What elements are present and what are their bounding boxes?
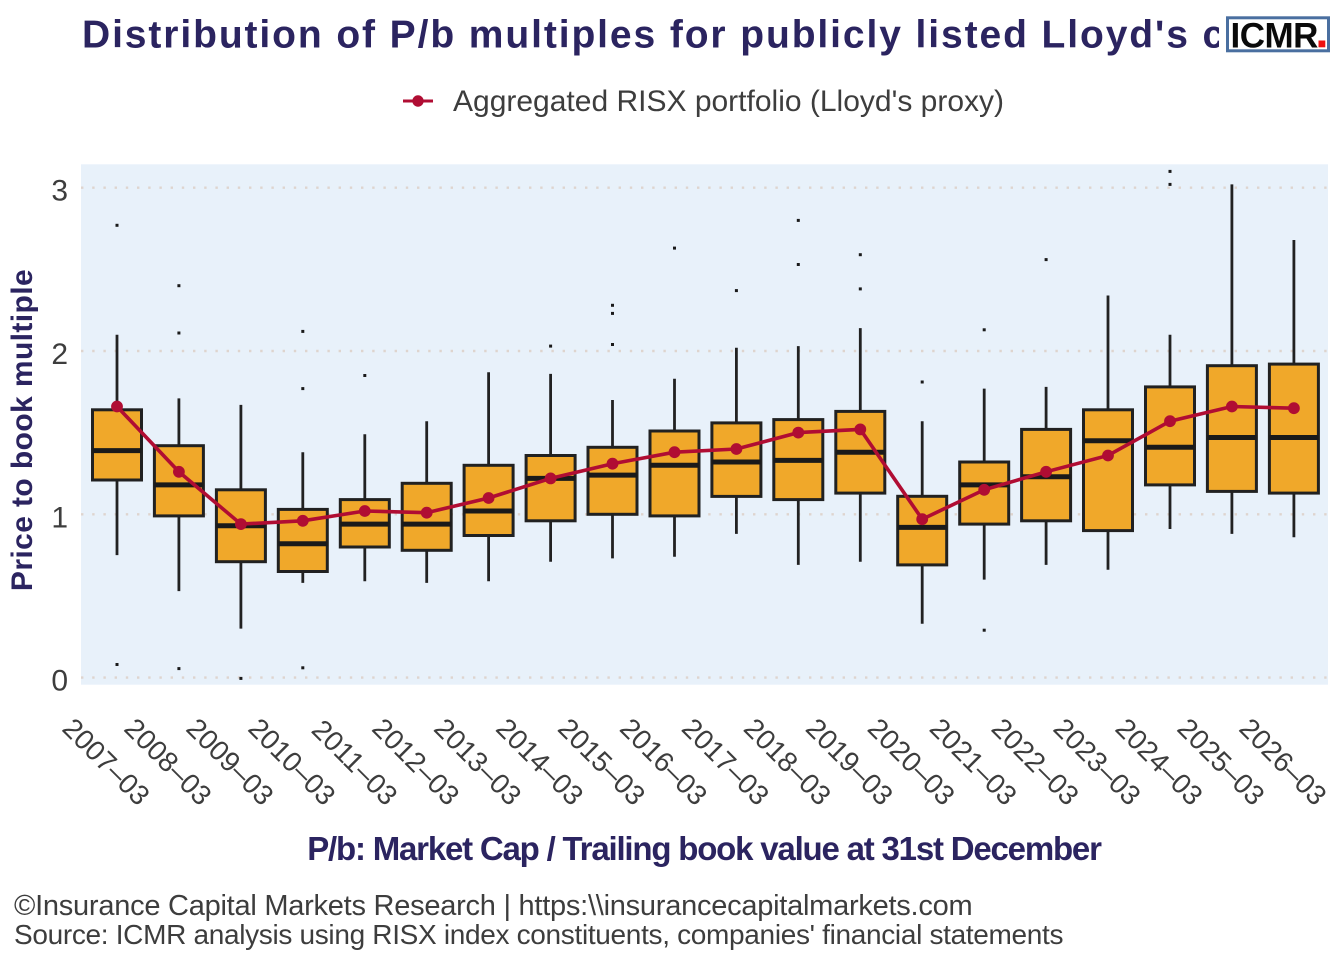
svg-text:3: 3 xyxy=(51,175,68,208)
svg-text:Source: ICMR analysis using RI: Source: ICMR analysis using RISX index c… xyxy=(14,919,1063,950)
svg-text:1: 1 xyxy=(51,501,68,534)
svg-text:P/b: Market Cap / Trailing boo: P/b: Market Cap / Trailing book value at… xyxy=(307,830,1102,867)
svg-text:ICMR: ICMR xyxy=(1231,16,1319,55)
svg-text:Distribution of P/b multiples: Distribution of P/b multiples for public… xyxy=(82,14,1344,57)
svg-text:2: 2 xyxy=(51,338,68,371)
svg-text:0: 0 xyxy=(51,665,68,698)
svg-text:Price to book multiple: Price to book multiple xyxy=(6,269,39,591)
svg-text:©Insurance Capital Markets Res: ©Insurance Capital Markets Research | ht… xyxy=(14,890,972,922)
svg-text:Aggregated RISX portfolio (Llo: Aggregated RISX portfolio (Lloyd's proxy… xyxy=(453,85,1004,118)
